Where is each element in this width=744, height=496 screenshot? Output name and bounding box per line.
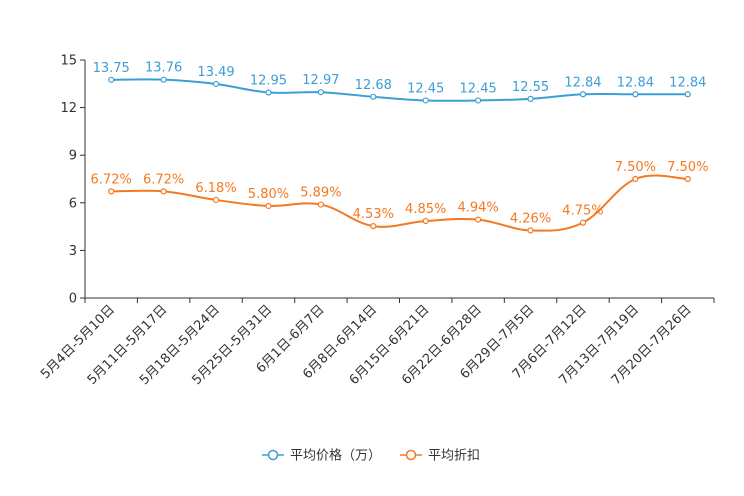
data-point[interactable] (212, 196, 220, 204)
data-point[interactable] (527, 227, 534, 234)
data-label: 5.89% (300, 186, 341, 201)
data-point[interactable] (108, 76, 115, 83)
data-label: 5.80% (248, 187, 289, 202)
data-label: 12.97 (302, 73, 339, 88)
legend-marker (405, 449, 417, 461)
data-point[interactable] (579, 91, 587, 98)
data-point[interactable] (579, 219, 587, 226)
data-point[interactable] (527, 95, 534, 102)
data-point[interactable] (265, 89, 272, 96)
data-point[interactable] (632, 91, 639, 98)
series-line (111, 174, 688, 232)
data-label: 13.75 (93, 61, 130, 76)
data-point[interactable] (475, 216, 482, 223)
data-point[interactable] (212, 80, 220, 88)
data-label: 7.50% (667, 160, 708, 175)
data-point[interactable] (422, 217, 429, 225)
data-point[interactable] (684, 91, 691, 98)
data-label: 12.84 (617, 75, 654, 90)
data-label: 6.72% (143, 172, 184, 187)
data-point[interactable] (108, 188, 115, 195)
legend-item-avg-price[interactable]: 平均价格（万） (262, 448, 381, 464)
y-axis: 0 3 6 9 12 15 (60, 54, 86, 307)
legend-item-avg-discount[interactable]: 平均折扣 (400, 449, 480, 464)
y-tick-label: 9 (69, 149, 77, 164)
legend[interactable]: 平均价格（万） 平均折扣 (262, 448, 480, 464)
data-label: 4.94% (457, 201, 498, 216)
data-point[interactable] (317, 201, 324, 208)
data-point[interactable] (370, 223, 377, 230)
data-label: 6.72% (91, 172, 132, 187)
data-label: 4.85% (405, 202, 446, 217)
data-point[interactable] (370, 93, 377, 100)
data-point[interactable] (422, 97, 429, 104)
y-tick-label: 6 (69, 196, 77, 211)
data-label: 12.45 (460, 81, 497, 96)
data-label: 12.68 (355, 78, 392, 93)
series-avg-discount: 6.72% 6.72% 6.18% 5.80% 5.89% 4.53% 4.85% 4.94%… (91, 160, 708, 234)
x-axis: 5月4日-5月10日5月11日-5月17日5月18日-5月24日5月25日-5月… (38, 297, 715, 388)
y-tick-label: 12 (60, 101, 77, 116)
y-tick-label: 0 (69, 292, 77, 307)
y-tick-label: 3 (69, 244, 77, 259)
legend-label: 平均价格（万） (290, 448, 381, 464)
data-label: 4.75% (562, 204, 603, 219)
data-label: 13.76 (145, 61, 182, 76)
series-avg-price: 13.75 13.76 13.49 12.95 12.97 12.68 12.45 12.45… (93, 61, 706, 104)
legend-marker (267, 449, 279, 461)
legend-label: 平均折扣 (428, 449, 480, 464)
data-point[interactable] (475, 97, 482, 104)
data-point[interactable] (160, 76, 167, 83)
data-label: 12.55 (512, 80, 549, 95)
data-label: 13.49 (197, 65, 234, 80)
data-label: 12.84 (669, 75, 706, 90)
data-point[interactable] (684, 175, 691, 183)
series-line (111, 78, 688, 102)
data-label: 4.26% (510, 211, 551, 226)
series-lines: 13.75 13.76 13.49 12.95 12.97 12.68 12.45 12.45… (91, 61, 708, 234)
data-label: 7.50% (615, 160, 656, 175)
y-tick-label: 15 (60, 54, 77, 69)
data-label: 6.18% (195, 181, 236, 196)
data-point[interactable] (265, 202, 272, 210)
data-label: 12.84 (564, 75, 601, 90)
data-point[interactable] (632, 175, 639, 183)
data-point[interactable] (317, 89, 324, 96)
data-label: 12.95 (250, 74, 287, 89)
data-label: 12.45 (407, 81, 444, 96)
data-label: 4.53% (353, 207, 394, 222)
data-point[interactable] (160, 188, 167, 195)
